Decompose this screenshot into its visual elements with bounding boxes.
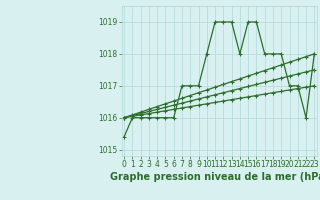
X-axis label: Graphe pression niveau de la mer (hPa): Graphe pression niveau de la mer (hPa) xyxy=(110,172,320,182)
